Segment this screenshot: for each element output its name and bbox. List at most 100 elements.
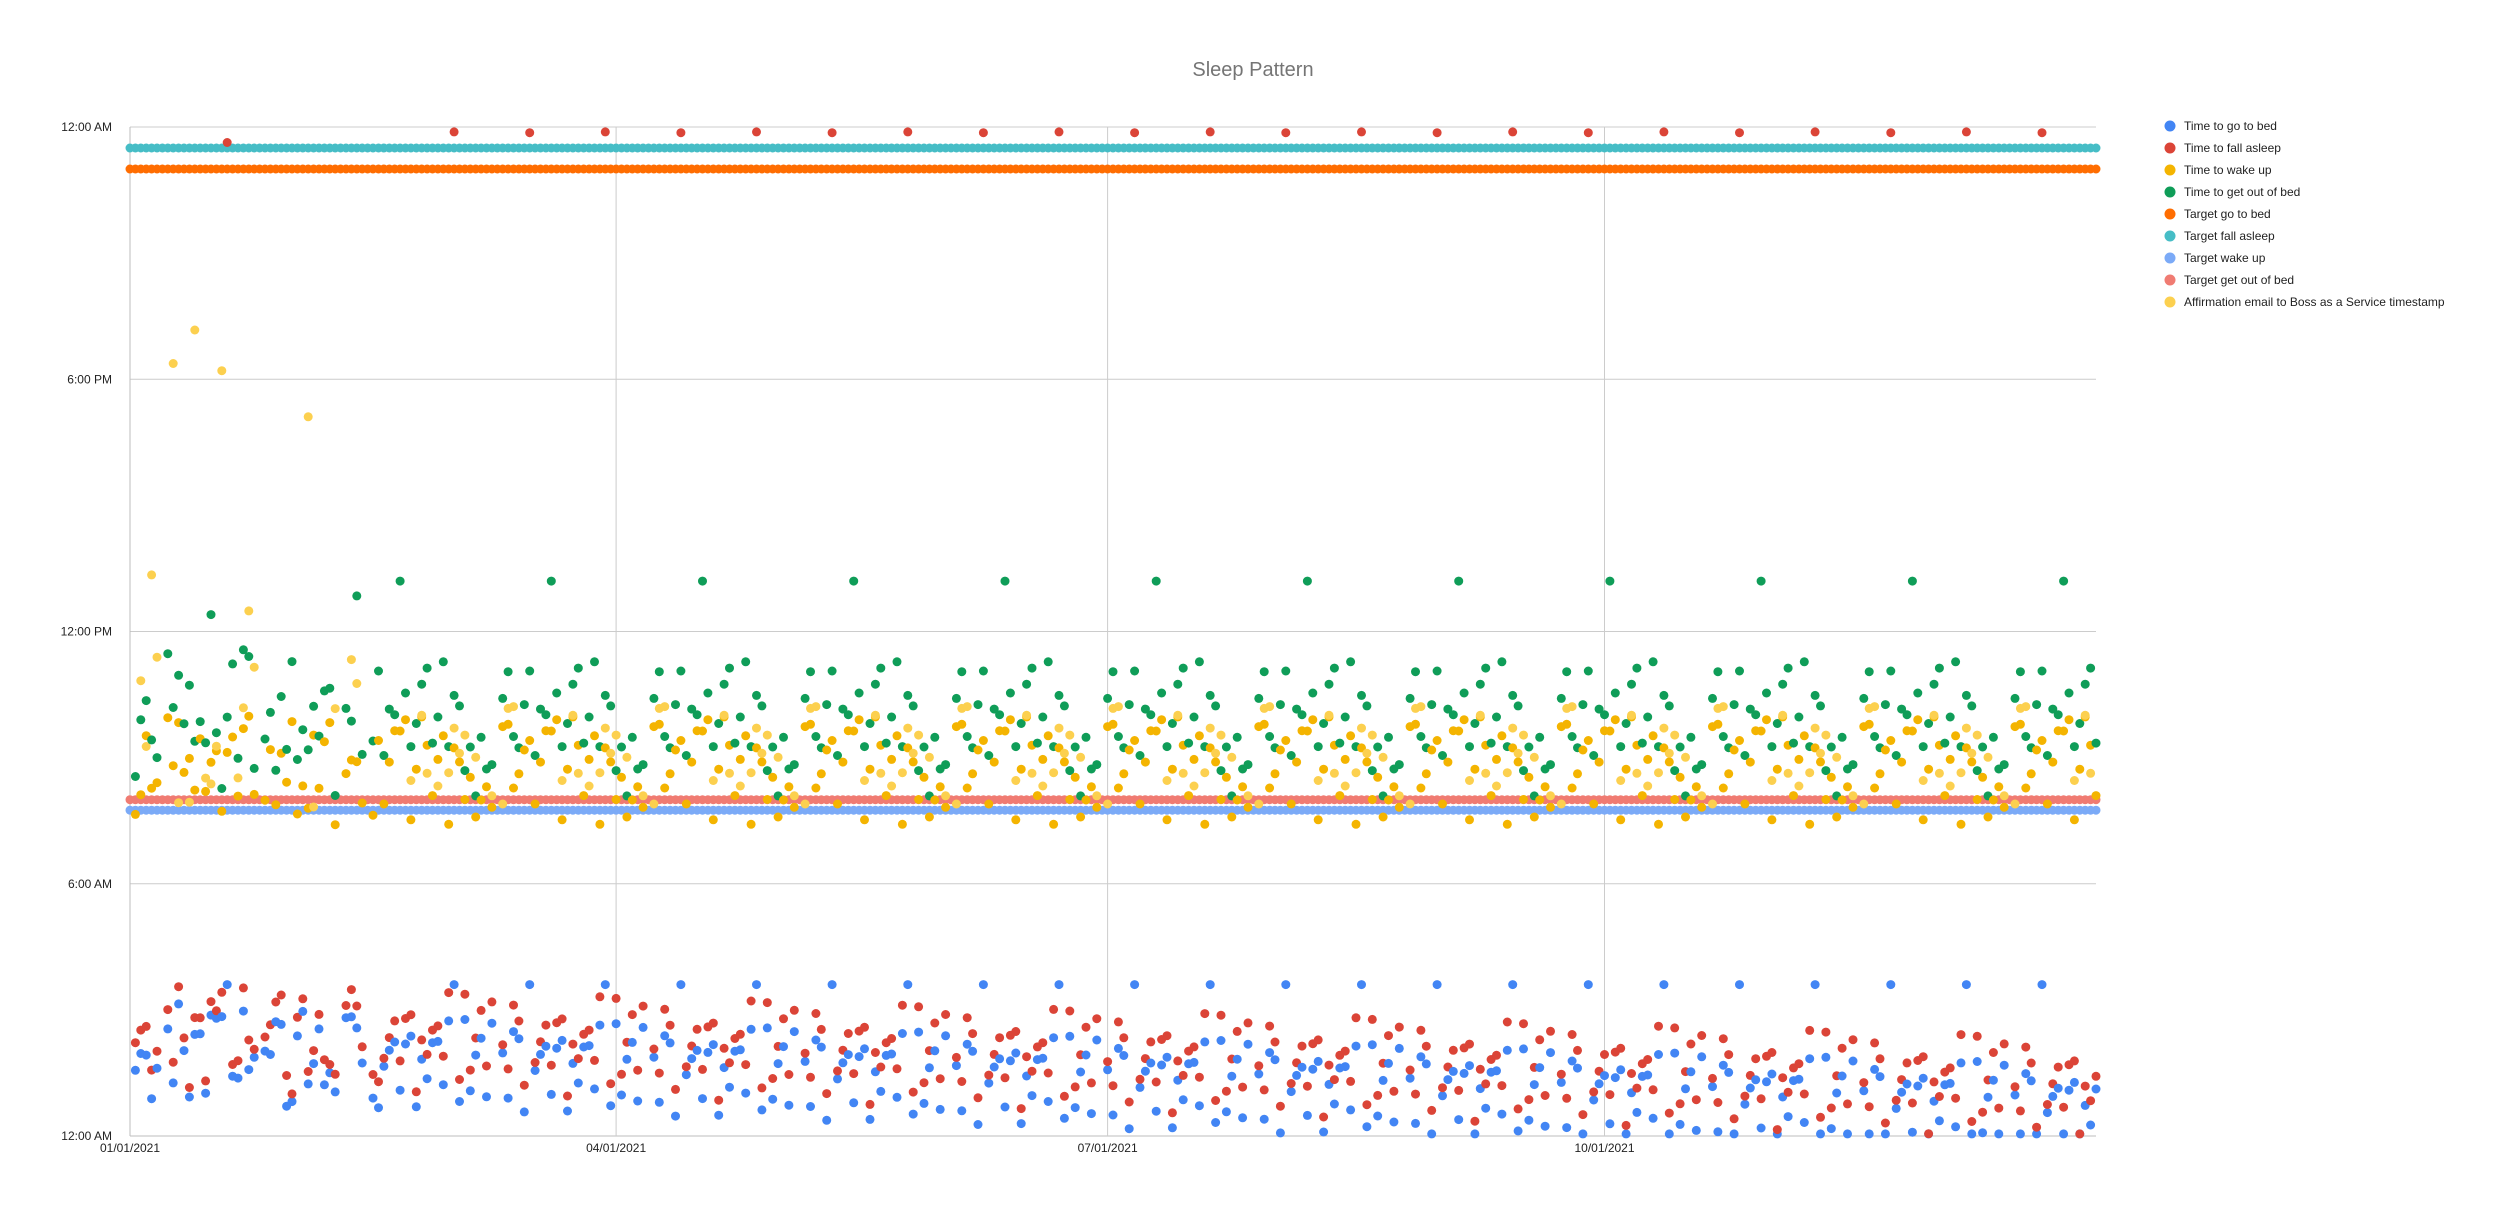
time-to-get-out-of-bed-point xyxy=(2075,719,2085,728)
time-to-go-to-bed-point xyxy=(244,1065,254,1075)
time-to-get-out-of-bed-point xyxy=(260,734,270,744)
time-to-get-out-of-bed-point xyxy=(860,742,869,752)
time-to-go-to-bed-point xyxy=(184,1092,194,1102)
time-to-wake-up-point xyxy=(1438,799,1447,809)
time-to-fall-asleep-point xyxy=(292,1012,302,1022)
time-to-wake-up-point xyxy=(249,789,259,799)
time-to-get-out-of-bed-point xyxy=(179,719,189,729)
affirmation-email-timestamp-point xyxy=(606,748,616,758)
time-to-go-to-bed-point xyxy=(784,1100,794,1110)
time-to-get-out-of-bed-point xyxy=(1146,710,1156,720)
time-to-go-to-bed-point xyxy=(1119,1051,1129,1060)
time-to-go-to-bed-point xyxy=(476,1033,486,1043)
time-to-fall-asleep-point xyxy=(1448,1045,1458,1055)
affirmation-email-timestamp-point xyxy=(2021,702,2031,712)
time-to-get-out-of-bed-point xyxy=(282,744,292,754)
affirmation-email-timestamp-point xyxy=(725,768,734,778)
time-to-go-to-bed-point xyxy=(1000,1102,1010,1112)
affirmation-email-timestamp-point xyxy=(762,730,772,740)
time-to-go-to-bed-point xyxy=(1016,1119,1026,1129)
time-to-get-out-of-bed-point xyxy=(271,765,281,775)
time-to-fall-asleep-point xyxy=(1200,1009,1210,1019)
time-to-wake-up-point xyxy=(201,786,211,796)
time-to-fall-asleep-point xyxy=(1778,1073,1788,1083)
time-to-wake-up-point xyxy=(487,802,497,812)
time-to-get-out-of-bed-point xyxy=(152,753,162,763)
time-to-get-out-of-bed-point xyxy=(914,766,924,776)
time-to-fall-asleep-point xyxy=(1751,1054,1761,1064)
affirmation-email-timestamp-point xyxy=(1211,748,1221,758)
time-to-fall-asleep-point xyxy=(1691,1095,1701,1105)
time-to-wake-up-point xyxy=(2021,783,2031,793)
affirmation-email-timestamp-point xyxy=(557,776,567,785)
affirmation-email-timestamp-point xyxy=(1934,768,1944,778)
time-to-go-to-bed-point xyxy=(1049,1033,1059,1043)
time-to-get-out-of-bed-point xyxy=(1281,666,1291,676)
time-to-wake-up-point xyxy=(854,715,864,725)
time-to-fall-asleep-point xyxy=(1643,1055,1653,1064)
time-to-wake-up-point xyxy=(595,819,605,829)
time-to-fall-asleep-point xyxy=(1924,1129,1934,1139)
time-to-go-to-bed-point xyxy=(563,1106,572,1116)
time-to-wake-up-point xyxy=(1583,736,1593,745)
time-to-fall-asleep-point xyxy=(1805,1025,1815,1035)
time-to-go-to-bed-point xyxy=(1405,1073,1415,1083)
time-to-fall-asleep-point xyxy=(654,1068,664,1078)
time-to-fall-asleep-point xyxy=(179,1033,189,1043)
time-to-go-to-bed-point xyxy=(590,1084,599,1094)
time-to-go-to-bed-point xyxy=(1005,1056,1015,1066)
time-to-go-to-bed-point xyxy=(1654,1050,1663,1059)
affirmation-email-timestamp-point xyxy=(887,781,897,791)
time-to-go-to-bed-point xyxy=(698,1094,707,1104)
time-to-fall-asleep-point xyxy=(1843,1099,1852,1109)
time-to-go-to-bed-point xyxy=(1130,980,1140,990)
time-to-get-out-of-bed-point xyxy=(249,763,259,773)
time-to-get-out-of-bed-point xyxy=(498,693,508,703)
time-to-fall-asleep-point xyxy=(746,996,756,1006)
time-to-wake-up-point xyxy=(746,819,756,829)
time-to-go-to-bed-point xyxy=(849,1098,859,1108)
time-to-get-out-of-bed-point xyxy=(957,667,967,677)
target-go-to-bed-point xyxy=(2091,164,2101,174)
time-to-wake-up-point xyxy=(1643,754,1653,764)
affirmation-email-timestamp-point xyxy=(1205,723,1215,733)
x-tick-label: 04/01/2021 xyxy=(586,1141,646,1155)
time-to-go-to-bed-point xyxy=(703,1047,713,1057)
time-to-go-to-bed-point xyxy=(1745,1083,1755,1093)
y-tick-label: 12:00 PM xyxy=(61,625,112,639)
time-to-wake-up-point xyxy=(1870,783,1880,793)
time-to-go-to-bed-point xyxy=(627,1037,637,1047)
time-to-wake-up-point xyxy=(1459,715,1469,725)
time-to-get-out-of-bed-point xyxy=(460,766,470,776)
time-to-wake-up-point xyxy=(1113,783,1123,793)
time-to-wake-up-point xyxy=(1767,815,1777,825)
time-to-fall-asleep-point xyxy=(671,1084,680,1094)
time-to-go-to-bed-point xyxy=(854,1052,864,1062)
time-to-get-out-of-bed-point xyxy=(1751,710,1761,720)
time-to-fall-asleep-point xyxy=(309,1046,319,1056)
time-to-fall-asleep-point xyxy=(498,1040,508,1050)
x-tick-label: 01/01/2021 xyxy=(100,1141,160,1155)
time-to-get-out-of-bed-point xyxy=(174,670,184,680)
time-to-fall-asleep-point xyxy=(843,1029,853,1038)
affirmation-email-timestamp-point xyxy=(903,723,913,733)
time-to-go-to-bed-point xyxy=(465,1086,475,1096)
affirmation-email-timestamp-point xyxy=(1821,730,1831,740)
time-to-wake-up-point xyxy=(2037,736,2047,745)
time-to-get-out-of-bed-point xyxy=(1616,742,1626,752)
time-to-go-to-bed-point xyxy=(1762,1077,1771,1087)
time-to-fall-asleep-point xyxy=(968,1029,978,1039)
time-to-fall-asleep-point xyxy=(1086,1078,1096,1088)
time-to-get-out-of-bed-point xyxy=(1821,766,1831,776)
time-to-go-to-bed-point xyxy=(357,1058,367,1068)
time-to-fall-asleep-point xyxy=(1648,1085,1658,1095)
time-to-get-out-of-bed-point xyxy=(671,700,680,710)
time-to-go-to-bed-point xyxy=(395,1085,405,1095)
time-to-fall-asleep-point xyxy=(276,990,286,1000)
affirmation-email-timestamp-point xyxy=(1065,730,1075,740)
time-to-fall-asleep-point xyxy=(2053,1062,2063,1072)
time-to-fall-asleep-point xyxy=(487,997,497,1007)
time-to-get-out-of-bed-point xyxy=(1286,751,1296,760)
time-to-fall-asleep-point xyxy=(1573,1045,1582,1055)
time-to-fall-asleep-point xyxy=(1978,1107,1988,1117)
